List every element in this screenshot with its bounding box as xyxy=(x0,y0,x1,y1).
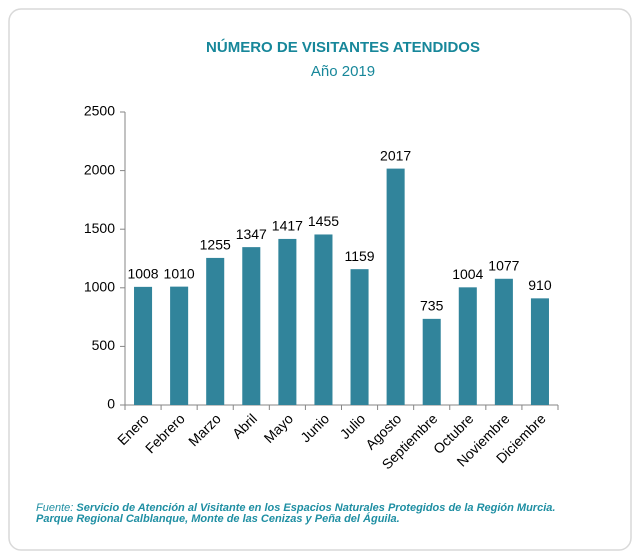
data-label: 1010 xyxy=(164,265,195,281)
chart-title: NÚMERO DE VISITANTES ATENDIDOS xyxy=(206,38,480,56)
data-label: 1417 xyxy=(272,218,303,234)
data-label: 1077 xyxy=(488,257,519,273)
bar xyxy=(350,269,369,405)
y-tick-label: 0 xyxy=(107,396,115,412)
bar xyxy=(134,286,153,405)
bar xyxy=(278,238,297,405)
bar xyxy=(530,298,549,405)
data-label: 1159 xyxy=(344,248,374,264)
y-tick-label: 1000 xyxy=(84,279,115,295)
bar xyxy=(458,287,477,405)
data-label: 2017 xyxy=(380,147,411,163)
bar xyxy=(422,318,441,405)
bar xyxy=(242,247,261,405)
bar xyxy=(170,286,189,405)
data-label: 1455 xyxy=(308,213,339,229)
bar xyxy=(314,234,333,405)
data-label: 910 xyxy=(528,277,552,293)
source-prefix: Fuente: xyxy=(36,502,74,514)
bar xyxy=(386,168,405,405)
y-tick-label: 2000 xyxy=(84,161,115,177)
bar xyxy=(494,278,513,405)
data-label: 1255 xyxy=(200,237,231,253)
y-tick-label: 1500 xyxy=(84,220,115,236)
data-label: 1008 xyxy=(127,266,158,282)
y-tick-label: 500 xyxy=(92,337,116,353)
source: Fuente: Servicio de Atención al Visitant… xyxy=(36,503,616,525)
data-label: 1004 xyxy=(452,266,483,282)
data-label: 1347 xyxy=(236,226,267,242)
chart-subtitle: Año 2019 xyxy=(311,63,375,80)
source-text: Servicio de Atención al Visitante en los… xyxy=(76,502,556,514)
bar xyxy=(206,257,225,405)
data-label: 735 xyxy=(420,298,444,314)
y-tick-label: 2500 xyxy=(84,103,115,119)
source-note: Parque Regional Calblanque, Monte de las… xyxy=(36,513,400,525)
